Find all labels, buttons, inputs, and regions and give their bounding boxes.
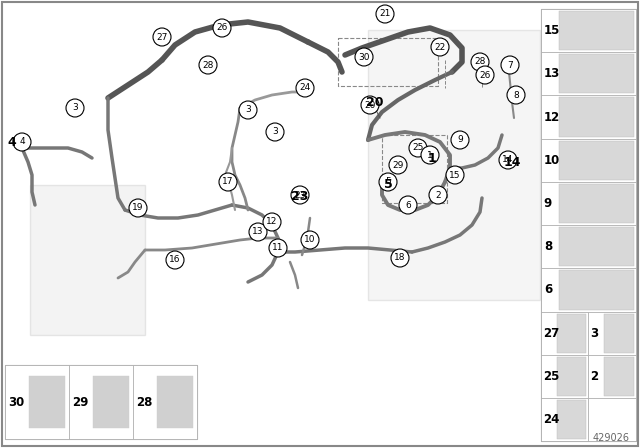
Text: 4: 4 [8,135,17,148]
FancyBboxPatch shape [588,398,636,441]
Circle shape [451,131,469,149]
Text: 11: 11 [272,244,284,253]
Circle shape [361,96,379,114]
FancyBboxPatch shape [559,184,634,223]
Circle shape [166,251,184,269]
Text: 3: 3 [72,103,78,112]
Circle shape [263,213,281,231]
Text: 8: 8 [544,240,552,253]
Text: 21: 21 [380,9,390,18]
Circle shape [399,196,417,214]
FancyBboxPatch shape [557,400,586,439]
FancyBboxPatch shape [69,365,133,439]
FancyBboxPatch shape [133,365,197,439]
Text: 28: 28 [202,60,214,69]
FancyBboxPatch shape [93,376,129,428]
Text: 4: 4 [19,138,25,146]
Text: 10: 10 [544,154,560,167]
FancyBboxPatch shape [541,355,588,398]
Circle shape [266,123,284,141]
Circle shape [213,19,231,37]
Text: 27: 27 [543,327,559,340]
FancyBboxPatch shape [541,311,588,355]
Text: 23: 23 [291,190,308,203]
Circle shape [249,223,267,241]
FancyBboxPatch shape [559,97,634,137]
Text: 9: 9 [544,197,552,210]
Circle shape [501,56,519,74]
Circle shape [129,199,147,217]
Text: 30: 30 [358,52,370,61]
Text: 7: 7 [507,60,513,69]
FancyBboxPatch shape [541,9,636,52]
Circle shape [379,173,397,191]
Circle shape [391,249,409,267]
Circle shape [296,79,314,97]
Circle shape [476,66,494,84]
Text: 28: 28 [474,57,486,66]
Text: 1: 1 [427,151,433,159]
Circle shape [409,139,427,157]
Circle shape [355,48,373,66]
Text: 15: 15 [544,24,560,37]
Text: 26: 26 [479,70,491,79]
Circle shape [446,166,464,184]
FancyBboxPatch shape [541,95,636,138]
Text: 6: 6 [544,284,552,297]
Text: 9: 9 [457,135,463,145]
Text: 25: 25 [543,370,559,383]
Text: 30: 30 [8,396,24,409]
Circle shape [291,186,309,204]
Text: 13: 13 [252,228,264,237]
Text: 5: 5 [385,177,391,186]
Text: 29: 29 [72,396,88,409]
Circle shape [66,99,84,117]
FancyBboxPatch shape [368,30,540,300]
Text: 3: 3 [590,327,598,340]
Circle shape [301,231,319,249]
Circle shape [429,186,447,204]
Text: 18: 18 [394,254,406,263]
FancyBboxPatch shape [559,141,634,180]
Text: 28: 28 [136,396,152,409]
Text: 20: 20 [366,95,384,108]
FancyBboxPatch shape [541,52,636,95]
FancyBboxPatch shape [29,376,65,428]
Text: 2: 2 [435,190,441,199]
Circle shape [199,56,217,74]
Circle shape [219,173,237,191]
Text: 429026: 429026 [593,433,630,443]
Text: 17: 17 [222,177,234,186]
Text: 10: 10 [304,236,316,245]
Text: 6: 6 [405,201,411,210]
FancyBboxPatch shape [559,11,634,50]
FancyBboxPatch shape [559,270,634,310]
FancyBboxPatch shape [541,225,636,268]
Text: 29: 29 [392,160,404,169]
Circle shape [153,28,171,46]
Text: 25: 25 [412,143,424,152]
FancyBboxPatch shape [5,365,197,439]
FancyBboxPatch shape [541,398,588,441]
FancyBboxPatch shape [588,355,636,398]
FancyBboxPatch shape [541,138,636,182]
FancyBboxPatch shape [557,314,586,353]
Text: 19: 19 [132,203,144,212]
Text: 16: 16 [169,255,180,264]
FancyBboxPatch shape [557,357,586,396]
Circle shape [507,86,525,104]
Text: 3: 3 [245,105,251,115]
FancyBboxPatch shape [541,268,636,311]
Text: 14: 14 [503,155,521,168]
Circle shape [471,53,489,71]
Text: 15: 15 [449,171,461,180]
Text: 1: 1 [428,151,436,164]
FancyBboxPatch shape [559,54,634,94]
FancyBboxPatch shape [604,357,634,396]
FancyBboxPatch shape [559,227,634,267]
Text: 14: 14 [502,155,514,164]
Circle shape [499,151,517,169]
Circle shape [13,133,31,151]
Circle shape [239,101,257,119]
